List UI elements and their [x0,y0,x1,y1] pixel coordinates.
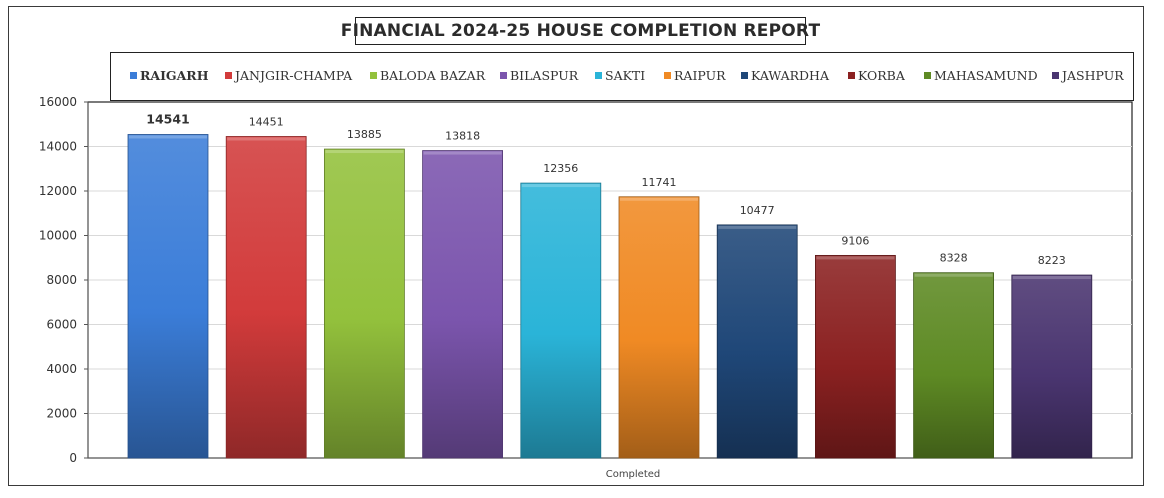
value-labels: 14541 14451 13885 13818 12356 11741 10477 9106 8… [146,111,1066,267]
y-tick-label: 0 [69,451,77,465]
y-tick-label: 4000 [46,362,77,376]
legend-label-baloda-bazar: BALODA BAZAR [380,68,486,83]
legend-box [110,52,1134,101]
legend-item-jashpur: JASHPUR [1052,68,1124,83]
legend-item-sakti: SAKTI [595,68,645,83]
bar-mahasamund-body [913,272,994,459]
legend-item-raipur: RAIPUR [664,68,726,83]
bar-janjgir-champa-bevel [227,137,306,141]
y-tick-label: 6000 [46,318,77,332]
y-tick-label: 14000 [39,140,77,154]
value-label-mahasamund: 8328 [940,252,968,265]
bar-bilaspur-bevel [423,151,502,155]
value-label-bilaspur: 13818 [445,130,480,143]
legend-swatch-raipur [664,72,671,79]
bar-raigarh-bevel [129,135,207,139]
legend-label-raipur: RAIPUR [674,68,726,83]
legend-swatch-jashpur [1052,72,1059,79]
legend-swatch-sakti [595,72,602,79]
legend-swatch-kawardha [741,72,748,79]
bar-janjgir-champa-body [225,136,307,459]
y-tick-label: 16000 [39,95,77,109]
bar-raigarh [127,134,209,459]
bar-baloda-bazar-body [323,148,405,459]
bar-bilaspur [422,150,504,459]
chart-title: FINANCIAL 2024-25 HOUSE COMPLETION REPOR… [340,21,821,41]
bar-korba-bevel [816,256,895,260]
legend-item-korba: KORBA [848,68,906,83]
bar-bilaspur-body [422,150,504,459]
legend-swatch-mahasamund [924,72,931,79]
legend-item-raigarh: RAIGARH [130,68,209,83]
bars [127,134,1093,459]
bar-raipur-body [618,196,700,459]
y-tick-label: 12000 [39,184,77,198]
legend-label-janjgir-champa: JANJGIR-CHAMPA [233,68,353,83]
bar-baloda-bazar-bevel [325,150,404,154]
x-axis-label: Completed [606,469,661,480]
y-tick-label: 10000 [39,229,77,243]
legend-label-raigarh: RAIGARH [140,68,209,83]
legend-item-kawardha: KAWARDHA [741,68,830,83]
bar-jashpur-body [1011,274,1093,459]
value-label-janjgir-champa: 14451 [249,115,284,128]
value-label-raigarh: 14541 [146,111,190,126]
chart-title-box: FINANCIAL 2024-25 HOUSE COMPLETION REPOR… [341,17,820,45]
bar-korba-body [815,254,896,459]
legend-label-bilaspur: BILASPUR [510,68,579,83]
legend-item-mahasamund: MAHASAMUND [924,68,1038,83]
bar-mahasamund [913,272,994,459]
legend-item-baloda-bazar: BALODA BAZAR [370,68,486,83]
legend-swatch-baloda-bazar [370,72,377,79]
legend-label-korba: KORBA [858,68,906,83]
bar-sakti-body [520,182,602,459]
value-label-sakti: 12356 [543,162,578,175]
bar-sakti-bevel [521,184,600,188]
value-label-baloda-bazar: 13885 [347,128,382,141]
bar-sakti [520,182,602,459]
legend-label-sakti: SAKTI [605,68,645,83]
value-label-kawardha: 10477 [740,204,775,217]
bar-jashpur [1011,274,1093,459]
legend-swatch-bilaspur [500,72,507,79]
bar-raipur [618,196,700,459]
y-tick-label: 8000 [46,273,77,287]
bar-jashpur-bevel [1012,276,1091,280]
legend-label-jashpur: JASHPUR [1060,68,1124,83]
legend: RAIGARH JANJGIR-CHAMPA BALODA BAZAR BILASPU… [130,68,1124,83]
legend-item-bilaspur: BILASPUR [500,68,579,83]
bar-baloda-bazar [323,148,405,459]
bar-kawardha-body [716,224,798,459]
y-tick-label: 2000 [46,407,77,421]
legend-label-mahasamund: MAHASAMUND [934,68,1038,83]
bar-raipur-bevel [620,197,698,201]
bar-mahasamund-bevel [914,273,993,277]
value-label-korba: 9106 [841,234,869,247]
bar-raigarh-body [127,134,209,459]
bar-kawardha [716,224,798,459]
bar-janjgir-champa [225,136,307,459]
value-label-raipur: 11741 [642,176,677,189]
legend-item-janjgir-champa: JANJGIR-CHAMPA [225,68,353,83]
bar-korba [815,254,896,459]
legend-swatch-korba [848,72,855,79]
legend-swatch-raigarh [130,72,137,79]
legend-label-kawardha: KAWARDHA [751,68,830,83]
legend-swatch-janjgir-champa [225,72,232,79]
bar-kawardha-bevel [718,225,797,229]
value-label-jashpur: 8223 [1038,254,1066,267]
